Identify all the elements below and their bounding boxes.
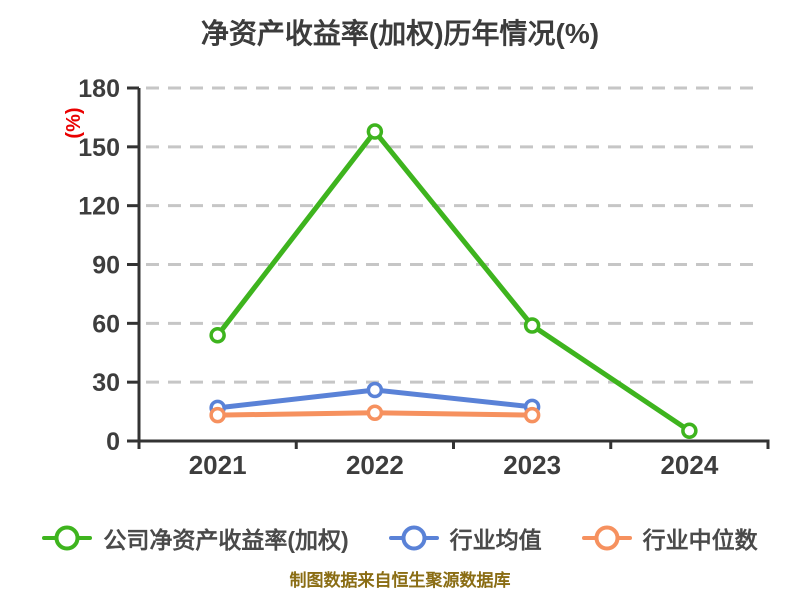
data-point: [523, 406, 541, 424]
legend-label-industry-median: 行业中位数: [642, 527, 758, 553]
x-tick-label: 2022: [346, 450, 404, 480]
data-point: [366, 123, 384, 140]
y-tick-label: 120: [78, 193, 120, 221]
legend-marker-industry-median: [581, 523, 632, 553]
data-point: [523, 317, 541, 334]
series-line: [215, 129, 692, 434]
data-source-note: 制图数据来自恒生聚源数据库: [289, 571, 511, 590]
axis-line: [137, 88, 770, 449]
data-point: [209, 406, 226, 424]
legend-circle-icon: [54, 525, 80, 551]
legend-marker-company: [42, 523, 93, 553]
legend-label-industry-mean: 行业均值: [449, 527, 542, 553]
data-point: [681, 422, 698, 440]
y-tick-label: 60: [92, 310, 120, 338]
x-tick-label: 2021: [189, 450, 247, 480]
y-tick-label: 90: [92, 252, 120, 280]
legend-label-company: 公司净资产收益率(加权): [103, 527, 349, 553]
data-point: [366, 381, 384, 399]
chart-title: 净资产收益率(加权)历年情况(%): [200, 18, 600, 49]
y-tick-label: 180: [78, 75, 120, 103]
y-tick-label: 30: [92, 369, 120, 397]
data-point: [366, 404, 384, 422]
y-tick-label: 150: [78, 134, 120, 162]
legend-marker-industry-mean: [388, 523, 439, 553]
data-point: [209, 327, 226, 344]
legend: 公司净资产收益率(加权) 行业均值 行业中位数: [0, 521, 800, 555]
legend-circle-icon: [401, 525, 427, 551]
x-tick-label: 2024: [660, 450, 718, 480]
y-tick-label: 0: [106, 428, 120, 456]
legend-circle-icon: [594, 525, 620, 551]
legend-item-industry-mean: 行业均值: [388, 521, 542, 555]
legend-item-company-roe: 公司净资产收益率(加权): [42, 521, 349, 555]
legend-item-industry-median: 行业中位数: [581, 521, 758, 555]
x-tick-label: 2023: [503, 450, 561, 480]
